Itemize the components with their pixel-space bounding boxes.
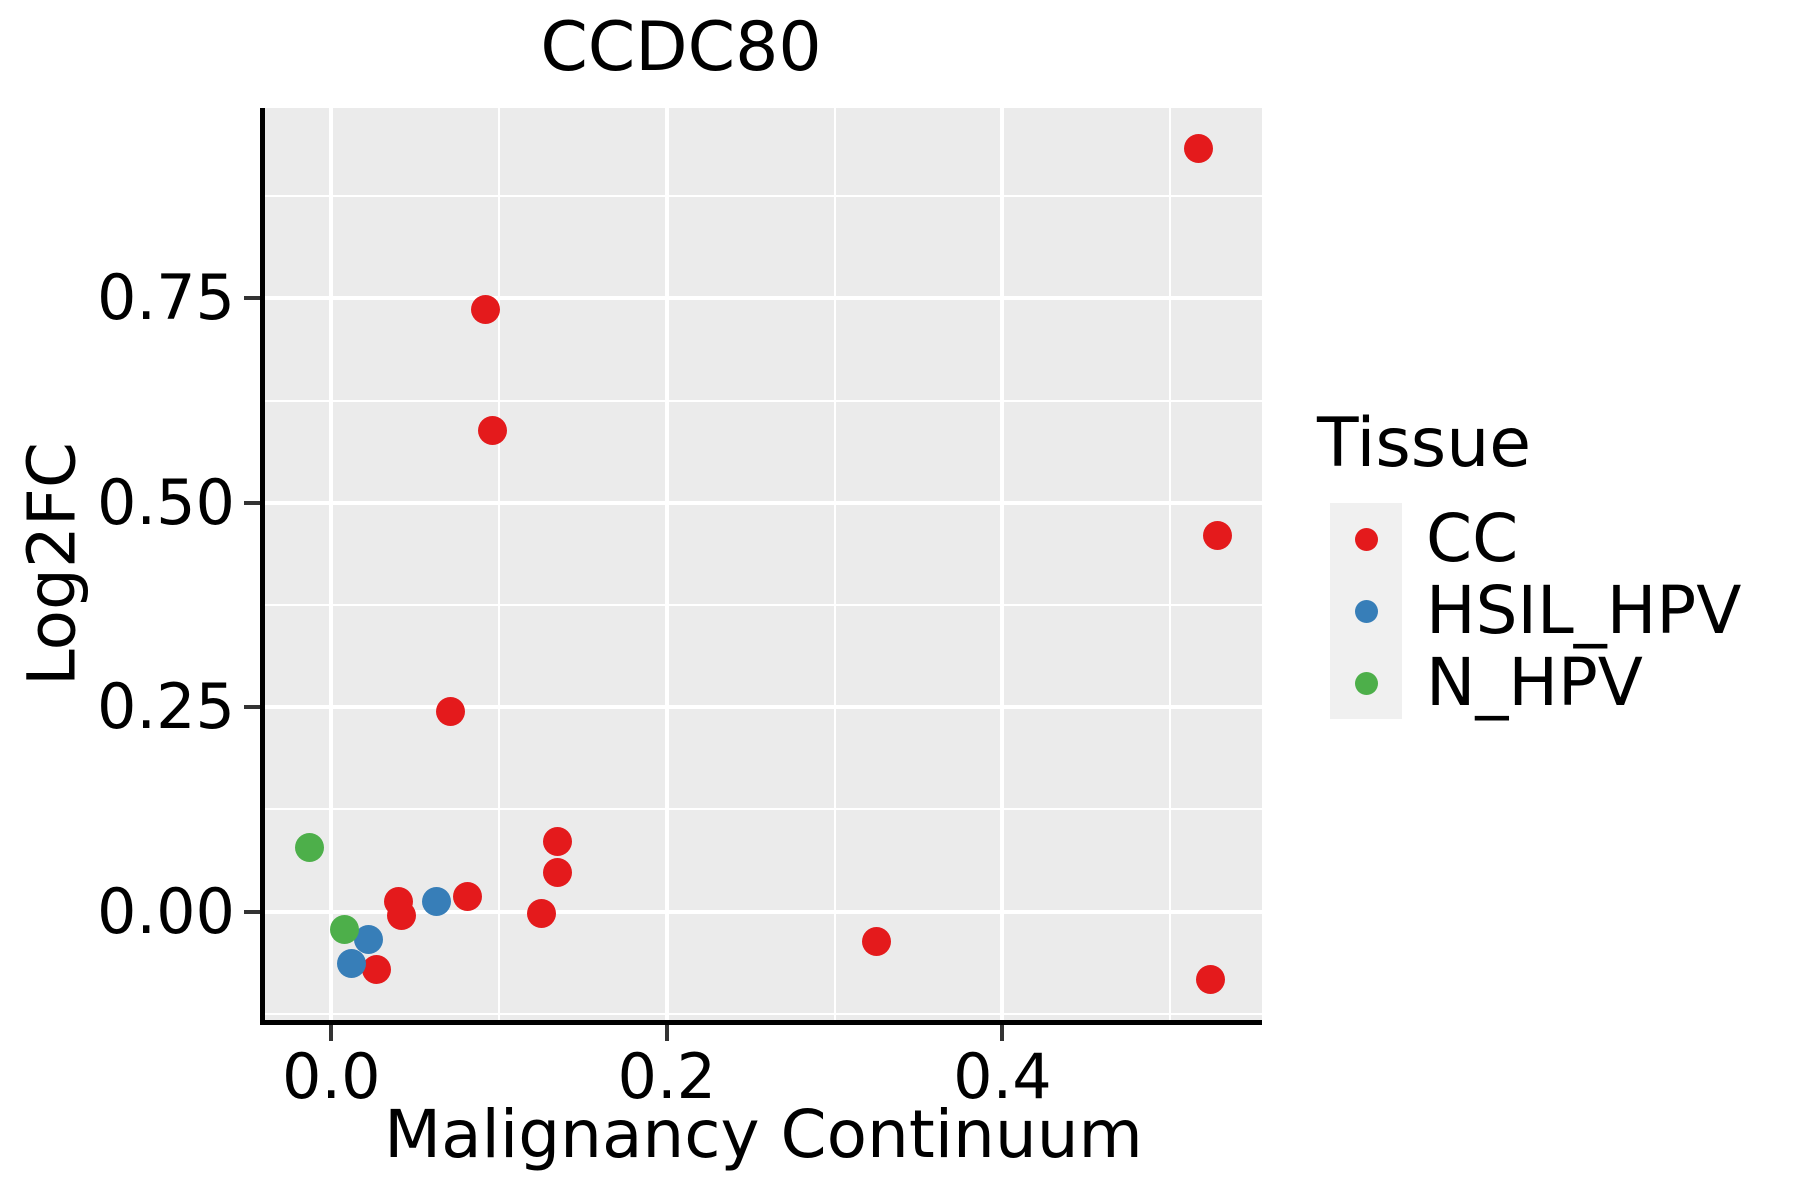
data-point-CC [387, 901, 417, 931]
minor-gridline-y [265, 399, 1262, 402]
minor-gridline-y [265, 604, 1262, 607]
major-gridline-x [329, 108, 334, 1020]
legend-dot-N_HPV [1355, 672, 1378, 695]
data-point-CC [1184, 134, 1214, 164]
data-point-CC [362, 955, 392, 985]
x-tick [329, 1025, 334, 1041]
y-tick [244, 909, 260, 914]
major-gridline-y [265, 705, 1262, 710]
data-point-CC [1195, 964, 1225, 994]
data-point-HSIL_HPV [336, 949, 366, 979]
y-tick-label: 0.00 [96, 874, 235, 948]
y-tick-label: 0.75 [96, 261, 235, 335]
y-tick [244, 500, 260, 505]
data-point-CC [435, 696, 465, 726]
x-tick [664, 1025, 669, 1041]
data-point-CC [543, 857, 573, 887]
minor-gridline-x [833, 108, 836, 1020]
y-axis-line [260, 108, 265, 1025]
data-point-CC [1202, 521, 1232, 551]
minor-gridline-y [265, 1012, 1262, 1015]
plot-title: CCDC80 [540, 8, 822, 87]
legend-dot-CC [1355, 528, 1378, 551]
data-point-CC [477, 416, 507, 446]
data-point-N_HPV [330, 915, 360, 945]
data-point-CC [471, 295, 501, 325]
major-gridline-y [265, 909, 1262, 914]
data-point-HSIL_HPV [422, 887, 452, 917]
legend-item-label: CC [1426, 500, 1519, 577]
x-tick [1000, 1025, 1005, 1041]
minor-gridline-x [498, 108, 501, 1020]
data-point-CC [526, 898, 556, 928]
data-point-CC [862, 927, 892, 957]
legend-item-label: HSIL_HPV [1426, 572, 1742, 649]
y-tick [244, 296, 260, 301]
y-tick-label: 0.50 [96, 465, 235, 539]
major-gridline-y [265, 500, 1262, 505]
x-tick-label: 0.2 [617, 1040, 717, 1113]
minor-gridline-y [265, 195, 1262, 198]
y-tick-label: 0.25 [96, 670, 235, 744]
legend-item-label: N_HPV [1426, 644, 1643, 721]
minor-gridline-x [1169, 108, 1172, 1020]
data-point-N_HPV [294, 833, 324, 863]
x-tick-label: 0.0 [281, 1040, 381, 1113]
plot-panel [265, 108, 1262, 1020]
x-axis-title: Malignancy Continuum [384, 1096, 1143, 1173]
x-axis-line [260, 1020, 1262, 1025]
major-gridline-y [265, 296, 1262, 301]
legend-title: Tissue [1317, 404, 1532, 483]
major-gridline-x [1000, 108, 1005, 1020]
legend-dot-HSIL_HPV [1355, 600, 1378, 623]
x-tick-label: 0.4 [953, 1040, 1052, 1113]
data-point-CC [543, 826, 573, 856]
major-gridline-x [664, 108, 669, 1020]
y-tick [244, 705, 260, 710]
minor-gridline-y [265, 808, 1262, 811]
data-point-CC [452, 881, 482, 911]
